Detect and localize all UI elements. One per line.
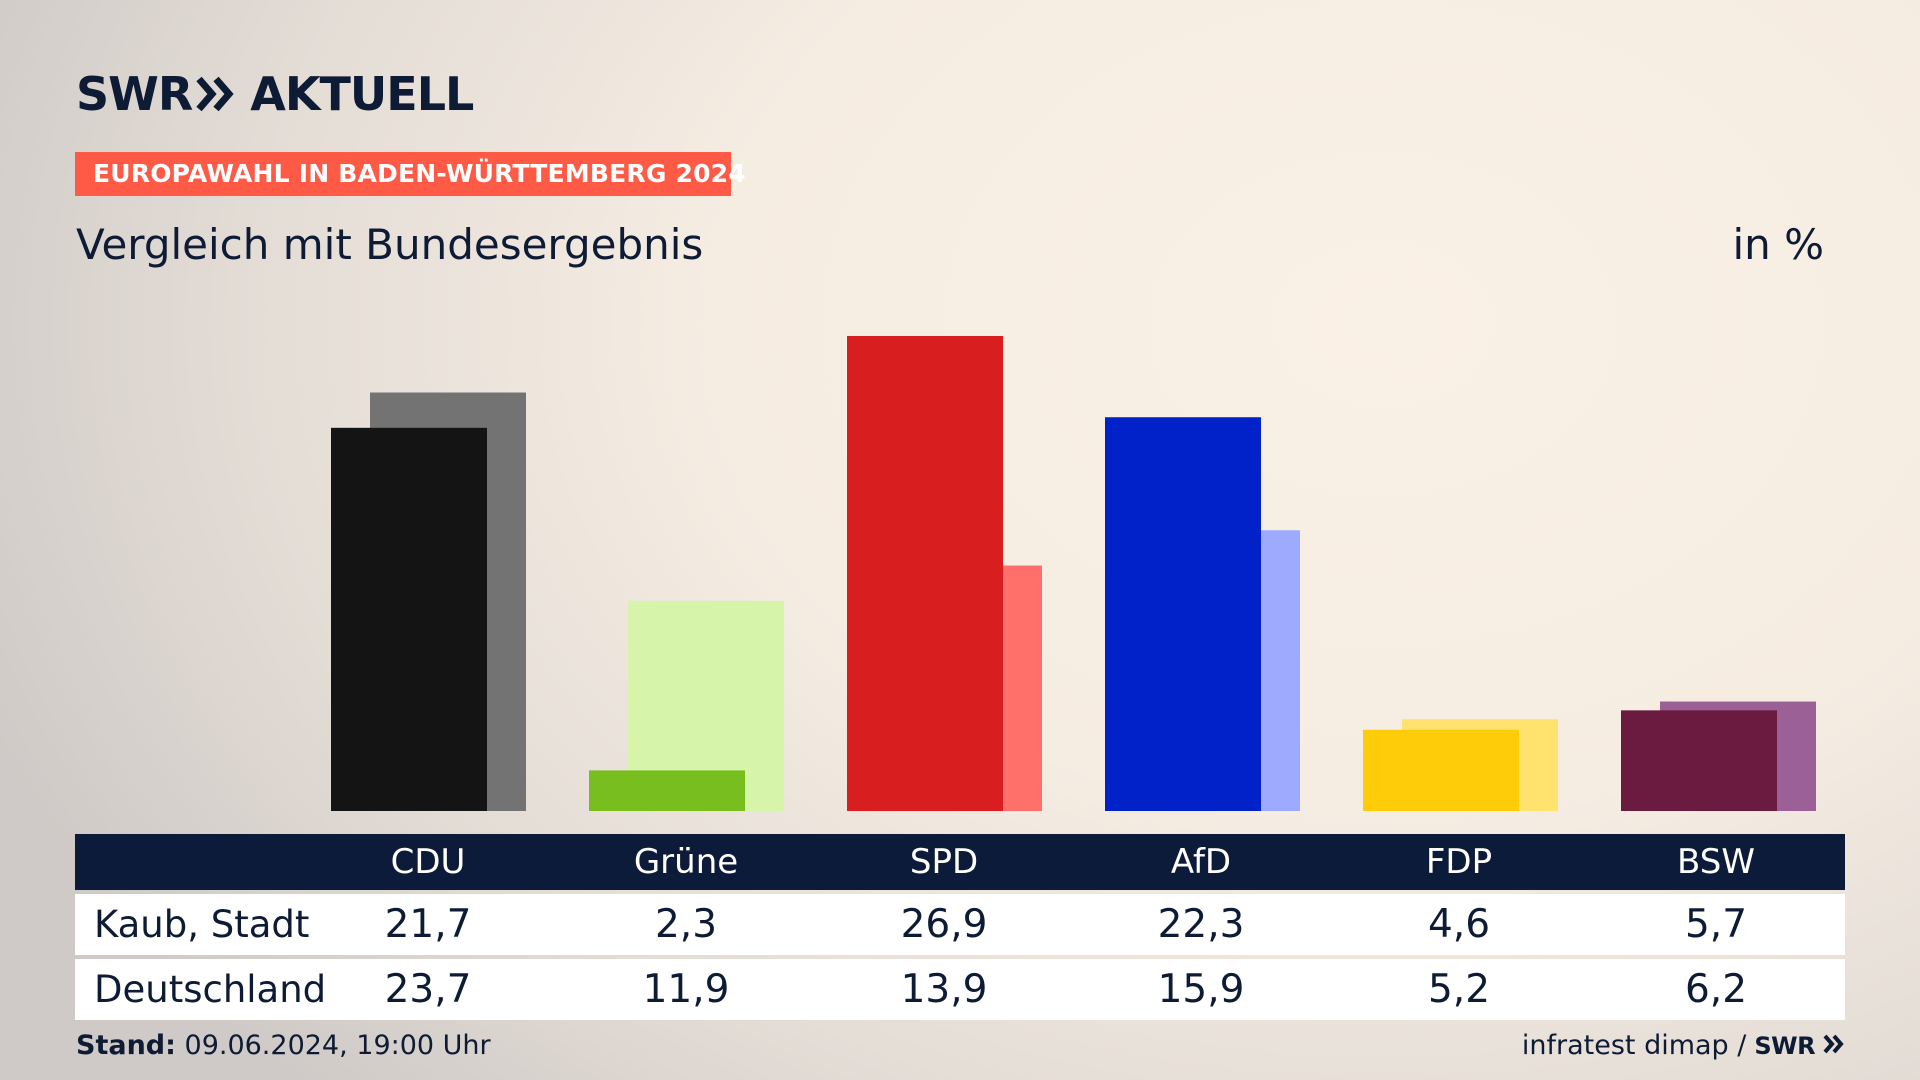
- header-afd: AfD: [1170, 842, 1232, 882]
- stand-value: 09.06.2024, 19:00 Uhr: [184, 1030, 491, 1061]
- table-row: Kaub, Stadt 21,7 2,3 26,9 22,3 4,6 5,7: [75, 894, 1845, 955]
- row-label: Kaub, Stadt: [94, 903, 310, 946]
- bar-kaub-cdu: [331, 427, 487, 811]
- source-text: infratest dimap /: [1521, 1030, 1747, 1061]
- bar-kaub-grüne: [589, 770, 745, 811]
- header-cdu: CDU: [390, 842, 466, 882]
- bar-chart: [331, 336, 1816, 811]
- source-credit: infratest dimap / SWR: [1522, 1030, 1845, 1061]
- bar-kaub-spd: [847, 336, 1003, 811]
- logo-aktuell-text: AKTUELL: [250, 67, 474, 121]
- table-row: Deutschland 23,7 11,9 13,9 15,9 5,2 6,2: [75, 959, 1845, 1020]
- table-cell: 5,7: [1684, 902, 1748, 947]
- table-cell: 23,7: [384, 967, 472, 1012]
- table-cell: 21,7: [384, 902, 472, 947]
- chart-subtitle: Vergleich mit Bundesergebnis: [76, 220, 704, 269]
- footer-swr-logo: SWR: [1754, 1032, 1845, 1060]
- bar-kaub-fdp: [1363, 729, 1519, 811]
- table-cell: 11,9: [642, 967, 730, 1012]
- logo-swr-text: SWR: [76, 67, 193, 121]
- header-gruene: Grüne: [633, 842, 739, 882]
- table-cell: 13,9: [900, 967, 988, 1012]
- table-header: CDU Grüne SPD AfD FDP BSW: [75, 834, 1845, 890]
- table-cell: 15,9: [1157, 967, 1245, 1012]
- results-table: CDU Grüne SPD AfD FDP BSW Kaub, Stadt 21…: [75, 834, 1845, 1020]
- table-cell: 5,2: [1427, 967, 1491, 1012]
- unit-label: in %: [1732, 220, 1824, 269]
- bar-kaub-afd: [1105, 417, 1261, 811]
- table-cell: 6,2: [1684, 967, 1748, 1012]
- row-label: Deutschland: [94, 968, 327, 1011]
- header-spd: SPD: [909, 842, 979, 882]
- election-badge: EUROPAWAHL IN BADEN-WÜRTTEMBERG 2024: [75, 152, 746, 196]
- table-cell: 2,3: [654, 902, 718, 947]
- timestamp: Stand: 09.06.2024, 19:00 Uhr: [76, 1030, 491, 1061]
- bar-kaub-bsw: [1621, 710, 1777, 811]
- double-chevron-icon: [1823, 1034, 1844, 1053]
- table-cell: 26,9: [900, 902, 988, 947]
- swr-aktuell-logo: SWR AKTUELL: [76, 67, 474, 121]
- header-bsw: BSW: [1677, 842, 1755, 882]
- table-cell: 4,6: [1427, 902, 1491, 947]
- table-cell: 22,3: [1157, 902, 1245, 947]
- double-chevron-icon: [196, 76, 234, 112]
- header-fdp: FDP: [1425, 842, 1493, 882]
- footer-logo-text: SWR: [1754, 1031, 1816, 1060]
- stand-label: Stand:: [76, 1030, 176, 1061]
